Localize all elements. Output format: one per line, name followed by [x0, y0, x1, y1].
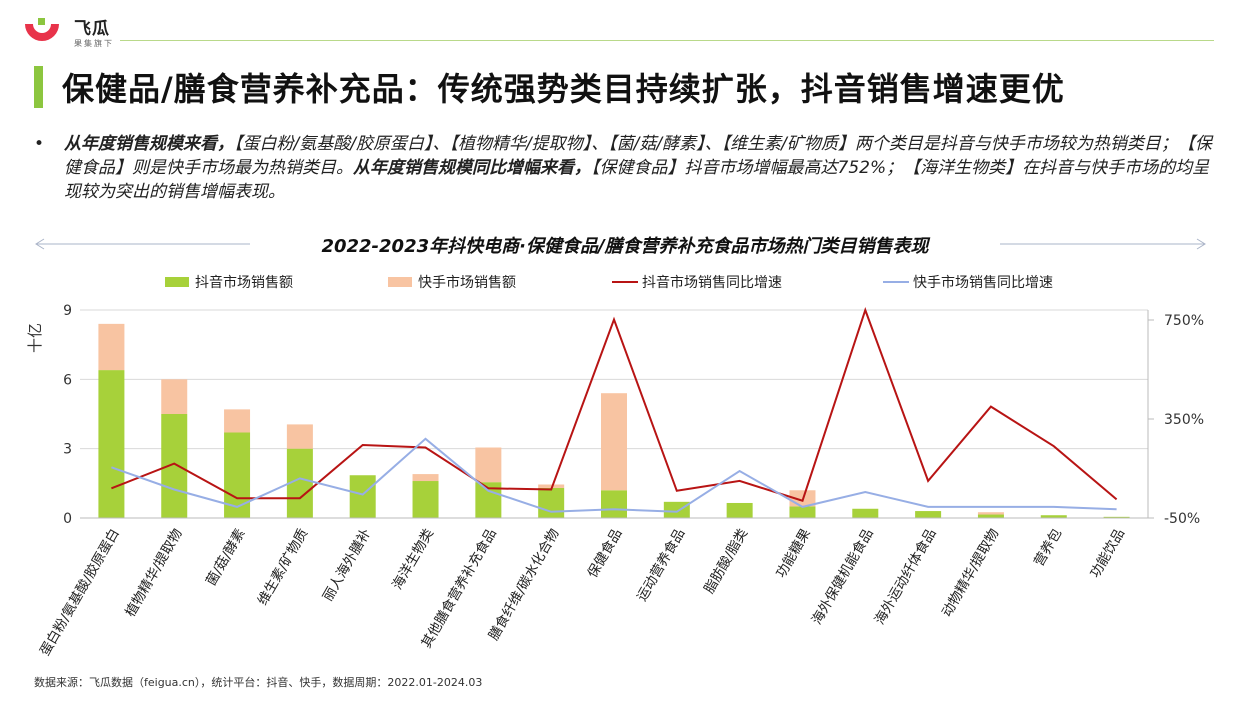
- summary-bullet: •: [34, 134, 45, 154]
- chart-title: 2022-2023年抖快电商·保健食品/膳食营养补充食品市场热门类目销售表现: [321, 236, 929, 257]
- x-tick-label: 维生素/矿物质: [255, 526, 312, 608]
- x-tick-label: 植物精华/提取物: [122, 526, 185, 620]
- y2-tick-label: 350%: [1164, 412, 1204, 428]
- bar-douyin-5: [412, 481, 439, 518]
- bar-douyin-13: [915, 511, 942, 518]
- x-tick-label: 蛋白粉/氨基酸/胶原蛋白: [36, 526, 123, 659]
- bar-douyin-10: [726, 502, 753, 518]
- bar-douyin-8: [601, 490, 627, 518]
- bar-douyin-16: [1103, 516, 1130, 518]
- bar-douyin-12: [852, 508, 879, 518]
- x-tick-label: 功能糖果: [773, 526, 814, 581]
- y-tick-label: 3: [63, 442, 72, 458]
- x-tick-label: 营养包: [1031, 526, 1065, 569]
- summary-text-1: 【蛋白粉/氨基酸/胶原蛋白】、【植物精华/提取物】、【菌/菇/酵素】、【维生素/…: [64, 134, 1212, 178]
- bar-kuaishou-0: [98, 323, 125, 371]
- x-tick-label: 丽人海外膳补: [319, 525, 374, 604]
- x-tick-label: 运动营养食品: [633, 526, 688, 605]
- x-tick-label: 动物精华/提取物: [939, 526, 1002, 620]
- bar-kuaishou-5: [412, 474, 439, 482]
- chart-title-arrows: [35, 238, 1206, 250]
- x-tick-label: 保健食品: [584, 526, 626, 581]
- bar-kuaishou-6: [475, 447, 502, 483]
- x-tick-label: 海洋生物类: [389, 526, 437, 592]
- legend-swatch-0: [165, 277, 189, 287]
- x-tick-label: 膳食纤维/碳水化合物: [485, 526, 563, 644]
- legend-label-2: 抖音市场销售同比增速: [642, 274, 782, 291]
- bar-douyin-9: [663, 501, 690, 518]
- summary-text-2: 【保健食品】抖音市场增幅最高达752%；【海洋生物类】在抖音与快手市场的均呈现较…: [64, 158, 1210, 202]
- bar-kuaishou-7: [538, 484, 565, 488]
- bar-kuaishou-3: [286, 424, 313, 449]
- line-douyin-growth: [111, 307, 1118, 502]
- bar-douyin-4: [349, 475, 376, 518]
- legend-label-1: 快手市场销售额: [418, 274, 516, 291]
- x-tick-label: 脂肪酸/脂类: [701, 526, 751, 596]
- y-tick-label: 0: [63, 511, 72, 527]
- summary-paragraph: • 从年度销售规模来看，【蛋白粉/氨基酸/胶原蛋白】、【植物精华/提取物】、【菌…: [34, 132, 1214, 204]
- header-divider: [120, 40, 1214, 41]
- y-tick-label: 9: [63, 303, 72, 319]
- bar-douyin-0: [98, 370, 125, 518]
- page-title: 保健品/膳食营养补充品：传统强势类目持续扩张，抖音销售增速更优: [62, 70, 1065, 108]
- bar-kuaishou-2: [224, 409, 251, 433]
- bar-kuaishou-8: [601, 393, 627, 491]
- bar-douyin-14: [977, 514, 1004, 518]
- bar-kuaishou-14: [977, 512, 1004, 515]
- bar-douyin-15: [1040, 515, 1067, 518]
- summary-lead-2: 从年度销售规模同比增幅来看，: [353, 158, 591, 178]
- summary-lead-1: 从年度销售规模来看，: [64, 134, 234, 154]
- x-tick-label: 菌/菇/酵素: [203, 526, 248, 589]
- y2-tick-label: -50%: [1164, 511, 1200, 527]
- legend-label-3: 快手市场销售同比增速: [913, 274, 1053, 291]
- x-tick-label: 海外运动纤体食品: [871, 526, 940, 628]
- bar-douyin-7: [538, 487, 565, 518]
- x-tick-label: 海外保健机能食品: [808, 526, 877, 628]
- x-tick-label: 功能饮品: [1087, 526, 1128, 581]
- data-source-footer: 数据来源：飞瓜数据（feigua.cn），统计平台：抖音、快手，数据周期：202…: [34, 676, 483, 689]
- sales-chart: 抖音市场销售额 快手市场销售额 抖音市场销售同比增速 快手市场销售同比增速 0 3 6 9 十亿…: [26, 274, 1204, 659]
- y2-tick-label: 750%: [1164, 313, 1204, 329]
- legend-swatch-1: [388, 277, 412, 287]
- brand-tagline: 果集旗下: [74, 39, 114, 48]
- bar-kuaishou-1: [161, 379, 188, 414]
- bar-douyin-1: [161, 414, 188, 518]
- bar-douyin-11: [789, 506, 816, 518]
- legend-label-0: 抖音市场销售额: [195, 274, 293, 291]
- title-accent-bar: [34, 66, 43, 108]
- y-tick-label: 6: [63, 372, 72, 388]
- line-kuaishou-growth: [111, 437, 1117, 513]
- y-axis-label: 十亿: [26, 323, 44, 353]
- brand-name: 飞瓜: [74, 19, 110, 39]
- brand-logo-icon: [25, 18, 59, 41]
